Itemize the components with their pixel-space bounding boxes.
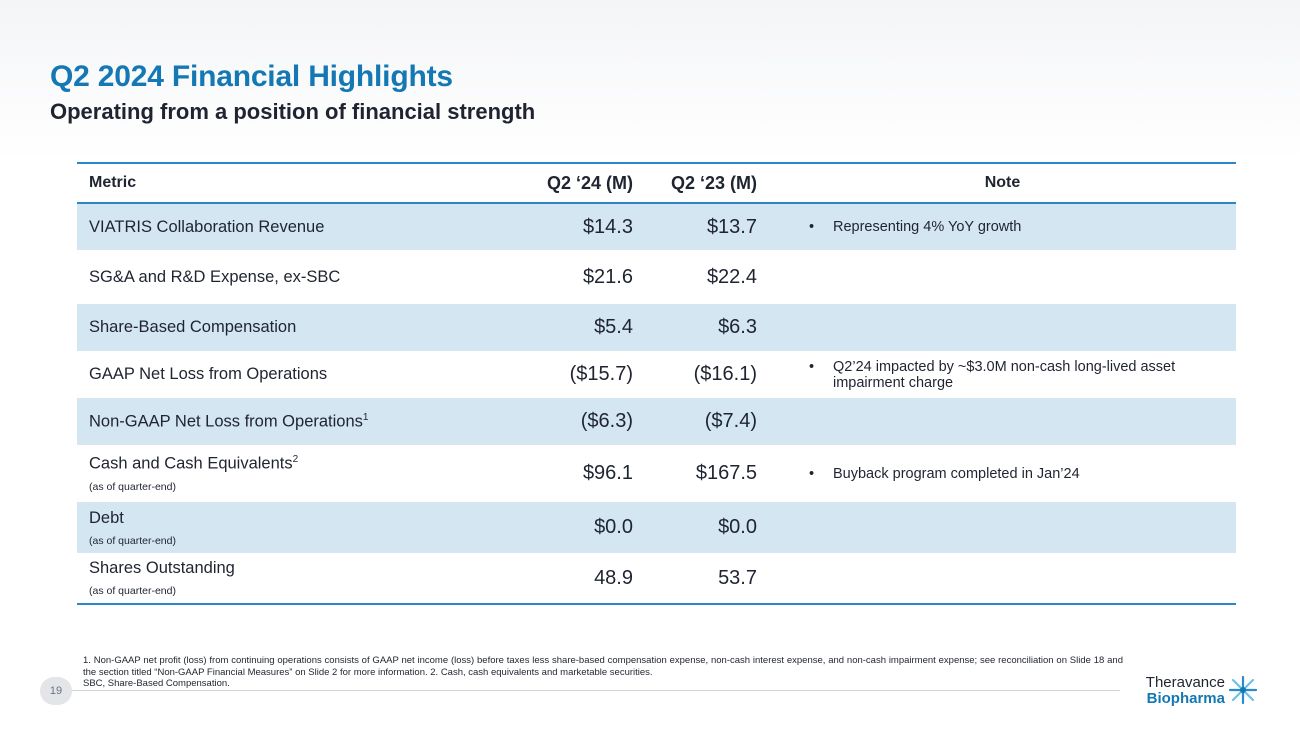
value-q2-23: ($7.4) <box>645 398 769 445</box>
metric-cell: SG&A and R&D Expense, ex-SBC <box>77 250 521 304</box>
note-cell <box>769 553 1236 605</box>
metric-label: Debt <box>89 508 124 527</box>
bullet-icon: • <box>809 219 815 235</box>
column-header-q2-24: Q2 ‘24 (M) <box>521 162 645 204</box>
logo-text-line-1: Theravance <box>1145 674 1225 691</box>
value-q2-24: 48.9 <box>521 553 645 605</box>
table-row: Share-Based Compensation $5.4 $6.3 <box>77 304 1236 351</box>
note-text: Representing 4% YoY growth <box>833 219 1022 235</box>
company-logo: Theravance Biopharma <box>1133 675 1263 709</box>
table-row: Debt (as of quarter-end) $0.0 $0.0 <box>77 502 1236 553</box>
note-cell <box>769 304 1236 351</box>
value-q2-24: $21.6 <box>521 250 645 304</box>
table-row: Shares Outstanding (as of quarter-end) 48.… <box>77 553 1236 605</box>
metric-label: Share-Based Compensation <box>89 318 297 336</box>
metric-cell: GAAP Net Loss from Operations <box>77 351 521 398</box>
value-q2-23: ($16.1) <box>645 351 769 398</box>
metric-sublabel: (as of quarter-end) <box>89 534 176 547</box>
metric-cell: Non-GAAP Net Loss from Operations1 <box>77 398 521 445</box>
column-header-metric: Metric <box>77 162 521 204</box>
footnote-line-2: SBC, Share-Based Compensation. <box>83 678 230 689</box>
star-burst-icon <box>1228 675 1258 705</box>
metric-label: Shares Outstanding <box>89 559 235 577</box>
table-row: Non-GAAP Net Loss from Operations1 ($6.3)… <box>77 398 1236 445</box>
page-subtitle: Operating from a position of financial s… <box>50 99 536 124</box>
value-q2-23: 53.7 <box>645 553 769 605</box>
metric-cell: Shares Outstanding (as of quarter-end) <box>77 553 521 605</box>
metric-cell: Cash and Cash Equivalents2 (as of quarter… <box>77 445 521 502</box>
note-text: Q2’24 impacted by ~$3.0M non-cash long-l… <box>833 358 1176 391</box>
value-q2-23: $6.3 <box>645 304 769 351</box>
note-cell: • Buyback program completed in Jan’24 <box>769 445 1236 502</box>
column-header-note: Note <box>769 162 1236 204</box>
metric-cell: VIATRIS Collaboration Revenue <box>77 203 521 250</box>
table-header-row: Metric Q2 ‘24 (M) Q2 ‘23 (M) Note <box>77 162 1236 204</box>
metric-sublabel: (as of quarter-end) <box>89 585 176 597</box>
metric-cell: Debt (as of quarter-end) <box>77 502 521 553</box>
value-q2-24: ($15.7) <box>521 351 645 398</box>
table-row: GAAP Net Loss from Operations ($15.7) ($16… <box>77 351 1236 398</box>
value-q2-24: $96.1 <box>521 445 645 502</box>
value-q2-23: $167.5 <box>645 445 769 502</box>
note-cell <box>769 250 1236 304</box>
value-q2-23: $22.4 <box>645 250 769 304</box>
metric-cell: Share-Based Compensation <box>77 304 521 351</box>
table-body: VIATRIS Collaboration Revenue $14.3 $13.7 •… <box>77 203 1236 605</box>
footer-divider <box>70 690 1120 691</box>
footnote: 1. Non-GAAP net profit (loss) from conti… <box>83 655 1123 690</box>
page-title: Q2 2024 Financial Highlights <box>50 60 453 93</box>
footnote-marker: 1 <box>362 411 369 423</box>
note-cell <box>769 502 1236 553</box>
column-header-q2-23: Q2 ‘23 (M) <box>645 162 769 204</box>
value-q2-24: $5.4 <box>521 304 645 351</box>
bullet-icon: • <box>809 465 815 482</box>
table-row: Cash and Cash Equivalents2 (as of quarter… <box>77 445 1236 502</box>
value-q2-24: $14.3 <box>521 203 645 250</box>
footnote-marker: 2 <box>292 454 299 466</box>
value-q2-23: $13.7 <box>645 203 769 250</box>
footnote-line-1: 1. Non-GAAP net profit (loss) from conti… <box>83 655 1123 678</box>
financial-highlights-table: Metric Q2 ‘24 (M) Q2 ‘23 (M) Note VIATRI… <box>77 162 1236 605</box>
metric-label: Non-GAAP Net Loss from Operations <box>89 412 363 431</box>
note-cell <box>769 398 1236 445</box>
value-q2-24: ($6.3) <box>521 398 645 445</box>
page-number: 19 <box>40 677 72 705</box>
metric-sublabel: (as of quarter-end) <box>89 480 176 493</box>
value-q2-23: $0.0 <box>645 502 769 553</box>
metric-label: SG&A and R&D Expense, ex-SBC <box>89 267 341 286</box>
value-q2-24: $0.0 <box>521 502 645 553</box>
note-cell: • Q2’24 impacted by ~$3.0M non-cash long-… <box>769 351 1236 398</box>
bullet-icon: • <box>809 358 815 375</box>
metric-label: Cash and Cash Equivalents <box>89 454 293 473</box>
table-row: VIATRIS Collaboration Revenue $14.3 $13.7 •… <box>77 203 1236 250</box>
metric-label: GAAP Net Loss from Operations <box>89 365 328 383</box>
note-text: Buyback program completed in Jan’24 <box>833 465 1080 482</box>
metric-label: VIATRIS Collaboration Revenue <box>89 217 325 236</box>
table-row: SG&A and R&D Expense, ex-SBC $21.6 $22.4 <box>77 250 1236 304</box>
logo-text-line-2: Biopharma <box>1146 690 1225 707</box>
note-cell: • Representing 4% YoY growth <box>769 203 1236 250</box>
